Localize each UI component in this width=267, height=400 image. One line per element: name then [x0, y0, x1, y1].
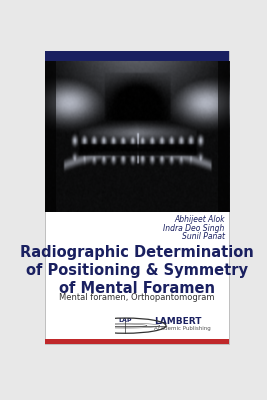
- Text: Indra Deo Singh: Indra Deo Singh: [163, 224, 225, 232]
- Bar: [45, 51, 229, 344]
- Bar: [45, 339, 229, 344]
- Bar: [45, 51, 229, 61]
- Text: Radiographic Determination
of Positioning & Symmetry
of Mental Foramen: Radiographic Determination of Positionin…: [20, 246, 254, 296]
- Text: Mental foramen, Orthopantomogram: Mental foramen, Orthopantomogram: [59, 293, 215, 302]
- Text: Sunil Panat: Sunil Panat: [182, 232, 225, 241]
- Text: Abhijeet Alok: Abhijeet Alok: [174, 215, 225, 224]
